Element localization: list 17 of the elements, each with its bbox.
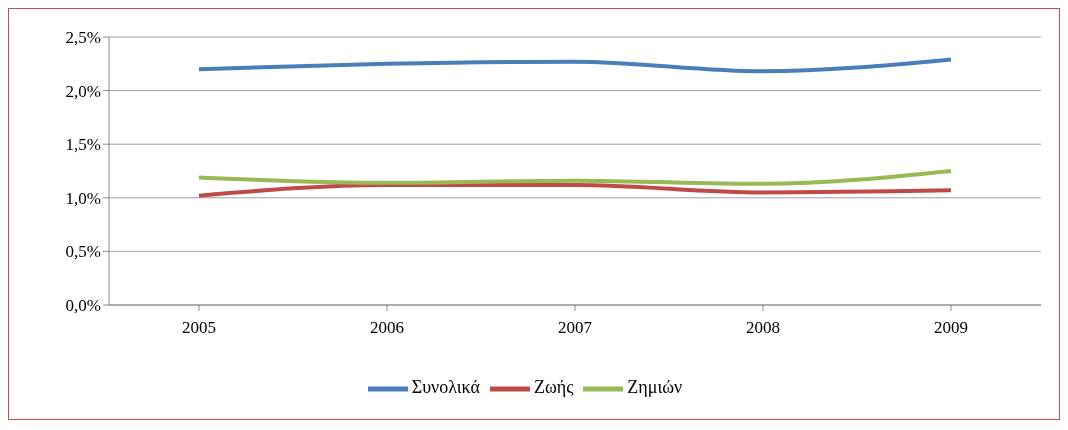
x-tick-label: 2006 bbox=[370, 318, 404, 338]
y-tick-label: 2,0% bbox=[65, 81, 101, 101]
line-series bbox=[197, 57, 953, 74]
line-series bbox=[197, 169, 953, 186]
y-tick-label: 2,5% bbox=[65, 28, 101, 48]
y-tick-label: 1,5% bbox=[65, 135, 101, 155]
x-tick-label: 2009 bbox=[934, 318, 968, 338]
legend-label: Ζημιών bbox=[627, 377, 683, 398]
line-series bbox=[197, 182, 953, 198]
x-tick-label: 2008 bbox=[746, 318, 780, 338]
y-tick-label: 0,0% bbox=[65, 296, 101, 316]
y-tick-label: 0,5% bbox=[65, 242, 101, 262]
x-tick-label: 2005 bbox=[182, 318, 216, 338]
x-tick-label: 2007 bbox=[558, 318, 593, 338]
legend-label: Συνολικά bbox=[411, 377, 480, 398]
y-tick-label: 1,0% bbox=[65, 188, 101, 208]
legend-label: Ζωής bbox=[533, 377, 574, 398]
